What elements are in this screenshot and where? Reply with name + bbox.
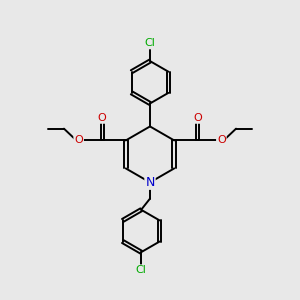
Text: O: O	[74, 135, 83, 146]
Text: Cl: Cl	[145, 38, 155, 48]
Text: N: N	[145, 176, 155, 189]
Text: O: O	[194, 113, 202, 123]
Text: O: O	[98, 113, 106, 123]
Text: Cl: Cl	[136, 266, 147, 275]
Text: O: O	[217, 135, 226, 146]
